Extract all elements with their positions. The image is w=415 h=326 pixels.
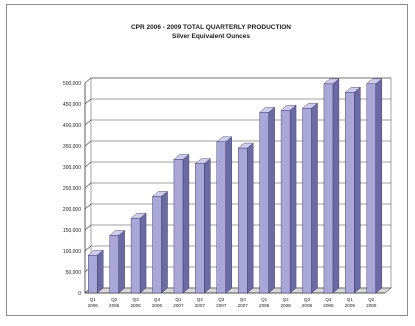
bar-side <box>204 158 211 294</box>
bar <box>130 212 147 294</box>
bar-side <box>354 86 361 294</box>
x-tick-label-quarter: Q1 <box>261 297 268 302</box>
bar-front <box>302 107 312 294</box>
y-axis-ticks: 0 50,000 100,000 150,000 200,000 250,000 300,0… <box>63 81 81 297</box>
gridline-diagonal <box>84 98 92 105</box>
bars <box>87 78 383 294</box>
chart-subtitle: Silver Equivalent Ounces <box>172 33 250 40</box>
y-tick-label: 400,000 <box>63 123 81 129</box>
x-tick-label-quarter: Q2 <box>111 297 118 302</box>
x-tick-label-quarter: Q4 <box>154 297 161 302</box>
x-tick-label-quarter: Q2 <box>283 297 290 302</box>
x-tick-label-year: 2009 <box>345 303 356 308</box>
bar-side <box>161 190 168 294</box>
bar <box>259 106 276 294</box>
bar-side <box>225 136 232 294</box>
gridline-diagonal <box>84 245 92 252</box>
bar-side <box>289 104 297 294</box>
bar-side <box>247 142 254 294</box>
x-tick-label-year: 2007 <box>195 303 206 308</box>
bar-chart: CPR 2006 - 2009 TOTAL QUARTERLY PRODUCTI… <box>63 24 392 308</box>
y-tick-label: 150,000 <box>63 228 81 234</box>
x-tick-label-year: 2009 <box>366 303 377 308</box>
y-tick-label: 350,000 <box>63 144 81 150</box>
bar-front <box>216 141 226 294</box>
bar-front <box>109 235 119 294</box>
bar-side <box>118 230 125 294</box>
y-tick-label: 100,000 <box>63 249 81 255</box>
bar-front <box>88 254 98 294</box>
bar-side <box>268 106 275 294</box>
gridline-diagonal <box>84 203 92 210</box>
y-tick-label: 50,000 <box>66 270 82 276</box>
bar <box>323 78 340 294</box>
bar-front <box>323 83 334 294</box>
bar <box>366 78 383 294</box>
gridline-diagonal <box>84 119 92 126</box>
bar-front <box>195 163 205 294</box>
bar <box>87 249 104 294</box>
y-tick-label: 450,000 <box>63 102 81 108</box>
x-tick-label-quarter: Q1 <box>175 297 182 302</box>
chart-frame: CPR 2006 - 2009 TOTAL QUARTERLY PRODUCTI… <box>6 4 408 316</box>
x-tick-label-year: 2006 <box>88 303 99 308</box>
x-tick-label-year: 2008 <box>259 303 270 308</box>
y-tick-label: 500,000 <box>63 81 81 87</box>
gridline-diagonal <box>84 77 92 84</box>
x-tick-label-year: 2007 <box>173 303 184 308</box>
x-tick-label-year: 2006 <box>109 303 120 308</box>
x-tick-label-year: 2006 <box>152 303 163 308</box>
x-tick-label-quarter: Q2 <box>197 297 204 302</box>
y-tick-label: 300,000 <box>63 165 81 171</box>
bar-front <box>152 196 162 294</box>
gridline-diagonal <box>84 140 92 147</box>
x-tick-label-quarter: Q1 <box>90 297 97 302</box>
chart-title: CPR 2006 - 2009 TOTAL QUARTERLY PRODUCTI… <box>131 24 291 31</box>
x-tick-label-quarter: Q1 <box>347 297 354 302</box>
bar <box>344 86 361 294</box>
x-tick-label-quarter: Q4 <box>325 297 332 302</box>
bar-front <box>259 112 269 294</box>
x-axis-labels: Q12006Q22006Q32006Q42006Q12007Q22007Q320… <box>88 297 377 308</box>
bar-front <box>366 83 376 294</box>
bar <box>173 154 190 294</box>
x-tick-label-quarter: Q4 <box>240 297 247 302</box>
x-tick-label-year: 2008 <box>323 303 334 308</box>
bar-side <box>97 249 104 294</box>
bar <box>151 190 169 294</box>
bar-side <box>182 154 190 294</box>
bar-front <box>345 92 355 294</box>
bar <box>280 104 297 294</box>
x-tick-label-year: 2008 <box>280 303 291 308</box>
y-tick-label: 200,000 <box>63 207 81 213</box>
x-tick-label-year: 2007 <box>216 303 227 308</box>
gridline-diagonal <box>84 161 92 168</box>
bar <box>194 158 211 294</box>
x-tick-label-quarter: Q3 <box>133 297 140 302</box>
bar-front <box>280 110 291 294</box>
bar-front <box>173 159 184 294</box>
x-tick-label-quarter: Q3 <box>304 297 311 302</box>
bar-side <box>375 78 382 294</box>
bar <box>109 230 126 294</box>
bar <box>301 102 319 294</box>
x-tick-label-year: 2006 <box>130 303 141 308</box>
bar-side <box>332 78 340 294</box>
bar <box>237 142 254 294</box>
x-tick-label-quarter: Q2 <box>368 297 375 302</box>
bar-side <box>311 102 318 294</box>
x-tick-label-year: 2007 <box>238 303 249 308</box>
bar-front <box>238 147 248 294</box>
x-tick-label-quarter: Q3 <box>218 297 225 302</box>
y-tick-label: 250,000 <box>63 186 81 192</box>
gridline-diagonal <box>84 182 92 189</box>
bar-front <box>130 218 141 294</box>
bar <box>216 136 233 294</box>
x-tick-label-year: 2008 <box>302 303 313 308</box>
gridline-diagonal <box>84 224 92 231</box>
y-tick-label: 0 <box>78 291 81 297</box>
bar-side <box>139 212 147 294</box>
